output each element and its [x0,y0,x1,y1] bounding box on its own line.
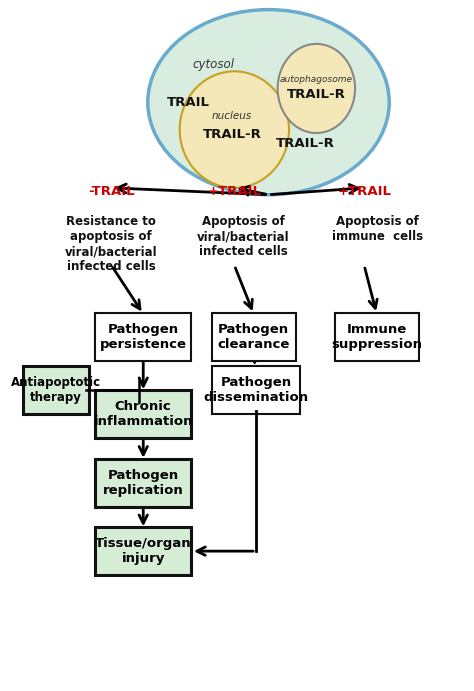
Text: Chronic
inflammation: Chronic inflammation [93,400,193,428]
Text: Pathogen
persistence: Pathogen persistence [100,323,187,350]
Text: Pathogen
dissemination: Pathogen dissemination [203,376,309,404]
Text: cytosol: cytosol [193,58,235,71]
Text: Apoptosis of
immune  cells: Apoptosis of immune cells [332,216,423,243]
FancyBboxPatch shape [95,459,191,507]
Text: TRAIL-R: TRAIL-R [202,128,262,141]
Text: Pathogen
replication: Pathogen replication [103,468,183,497]
Text: Antiapoptotic
therapy: Antiapoptotic therapy [10,376,100,404]
Text: +TRAIL: +TRAIL [337,185,391,198]
Text: TRAIL-R: TRAIL-R [287,88,346,101]
Text: Resistance to
apoptosis of
viral/bacterial
infected cells: Resistance to apoptosis of viral/bacteri… [65,216,158,273]
Text: autophagosome: autophagosome [280,75,353,84]
Text: -TRAIL: -TRAIL [88,185,135,198]
Text: TRAIL-R: TRAIL-R [275,137,334,150]
Text: nucleus: nucleus [212,111,252,121]
Ellipse shape [278,44,355,133]
Text: Apoptosis of
viral/bacterial
infected cells: Apoptosis of viral/bacterial infected ce… [197,216,290,258]
FancyBboxPatch shape [95,527,191,575]
FancyBboxPatch shape [335,312,419,361]
Text: Tissue/organ
injury: Tissue/organ injury [95,537,191,565]
FancyBboxPatch shape [211,312,296,361]
FancyBboxPatch shape [95,390,191,438]
Text: Pathogen
clearance: Pathogen clearance [218,323,290,350]
FancyBboxPatch shape [211,366,301,414]
Text: Immune
suppression: Immune suppression [331,323,422,350]
Text: TRAIL: TRAIL [167,95,210,108]
Text: +TRAIL: +TRAIL [207,185,261,198]
Ellipse shape [148,10,389,195]
Ellipse shape [180,71,289,188]
FancyBboxPatch shape [23,366,89,414]
FancyBboxPatch shape [95,312,191,361]
